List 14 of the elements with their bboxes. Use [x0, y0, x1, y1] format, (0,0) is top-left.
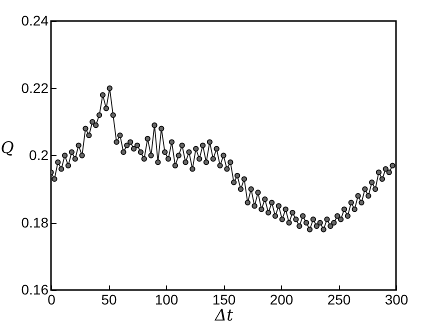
y-tick-label: 0.24	[21, 12, 49, 28]
x-axis-title: Δt	[214, 306, 234, 324]
y-tick-label: 0.18	[21, 214, 49, 230]
y-axis-title: Q	[0, 138, 14, 157]
y-tick-label: 0.2	[29, 147, 49, 163]
x-tick-label: 150	[212, 292, 236, 308]
x-tick-label: 50	[101, 292, 117, 308]
x-tick-label: 300	[384, 292, 408, 308]
x-tick-label: 100	[154, 292, 178, 308]
x-tick-label: 0	[48, 292, 56, 308]
y-tick-label: 0.22	[21, 80, 49, 96]
y-tick-label: 0.16	[21, 282, 49, 298]
x-tick-label: 200	[270, 292, 294, 308]
x-tick-label: 250	[327, 292, 351, 308]
